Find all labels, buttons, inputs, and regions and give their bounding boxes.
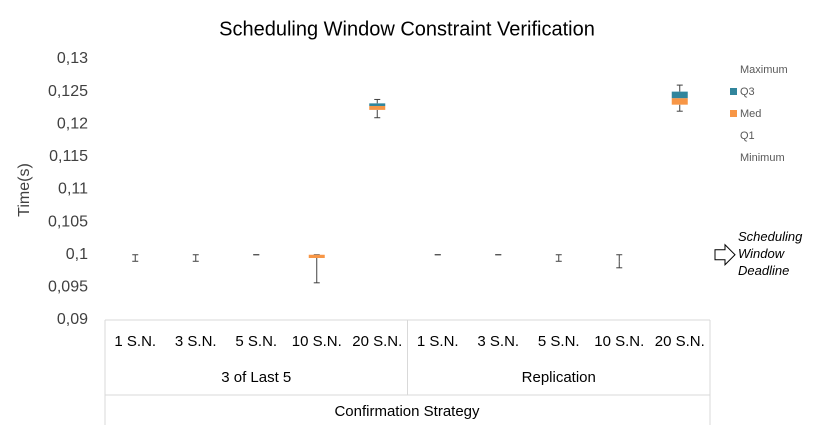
x-tick-label: 10 S.N. [594, 333, 644, 350]
y-tick-label: 0,115 [49, 148, 88, 165]
y-tick-label: 0,12 [57, 115, 88, 132]
legend-label: Q1 [740, 130, 755, 142]
group-label: Replication [522, 369, 596, 386]
x-tick-label: 3 S.N. [175, 333, 217, 350]
x-tick-label: 20 S.N. [655, 333, 705, 350]
box-upper [369, 103, 386, 106]
x-tick-label: 10 S.N. [292, 333, 342, 350]
legend-label: Med [740, 108, 761, 120]
y-tick-label: 0,13 [57, 50, 88, 67]
x-tick-label: 3 S.N. [477, 333, 519, 350]
box-lower [308, 254, 325, 259]
x-tick-label: 5 S.N. [538, 333, 580, 350]
y-tick-label: 0,105 [48, 213, 88, 230]
legend-label: Maximum [740, 64, 788, 76]
x-tick-label: 5 S.N. [235, 333, 277, 350]
x-axis-title: Confirmation Strategy [334, 403, 480, 420]
y-tick-label: 0,09 [57, 311, 88, 328]
chart-title: Scheduling Window Constraint Verificatio… [219, 18, 595, 40]
legend-label: Minimum [740, 152, 785, 164]
y-tick-label: 0,095 [48, 279, 88, 296]
y-tick-label: 0,1 [66, 246, 88, 263]
y-tick-label: 0,125 [48, 83, 88, 100]
legend-swatch [730, 88, 737, 95]
legend-swatch [730, 110, 737, 117]
axis-frame [104, 319, 711, 425]
x-tick-label: 20 S.N. [352, 333, 402, 350]
box-upper [671, 91, 688, 99]
box-lower [671, 98, 688, 105]
y-axis-title: Time(s) [16, 163, 33, 217]
y-tick-label: 0,11 [58, 181, 88, 198]
x-tick-label: 1 S.N. [114, 333, 156, 350]
deadline-arrow [714, 243, 736, 266]
group-label: 3 of Last 5 [221, 369, 291, 386]
legend-label: Q3 [740, 86, 755, 98]
box-lower [369, 105, 386, 110]
annotation: Scheduling Window Deadline [738, 228, 803, 278]
x-tick-label: 1 S.N. [417, 333, 459, 350]
